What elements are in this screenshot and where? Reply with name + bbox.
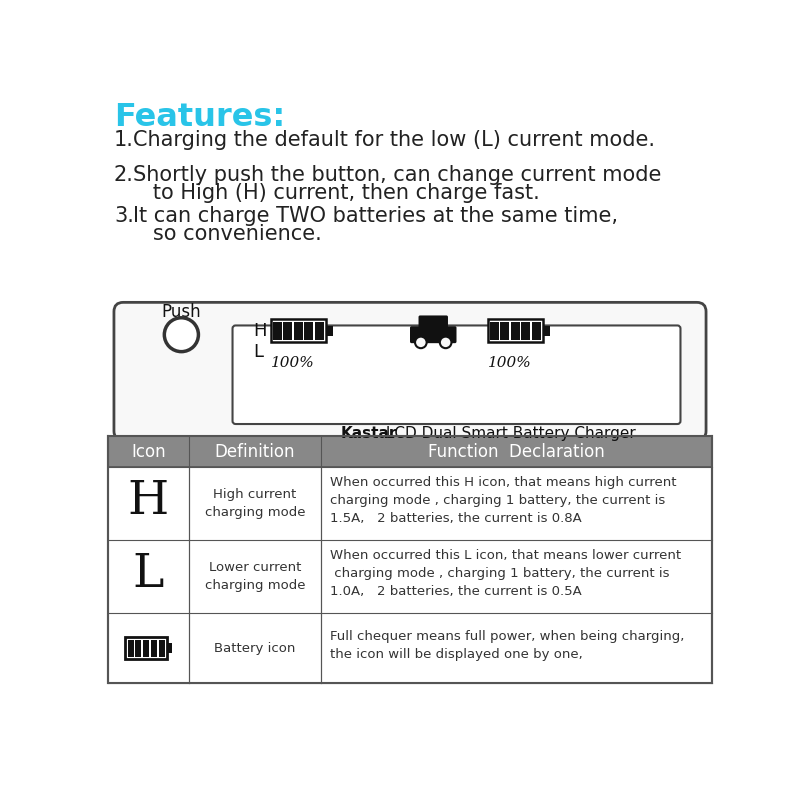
Text: Battery icon: Battery icon bbox=[214, 642, 296, 654]
Bar bbox=[270, 319, 326, 342]
FancyBboxPatch shape bbox=[410, 326, 457, 343]
Text: Features:: Features: bbox=[114, 102, 285, 133]
Bar bbox=[326, 326, 333, 336]
Text: Function  Declaration: Function Declaration bbox=[428, 442, 605, 461]
Bar bbox=[108, 467, 712, 540]
Bar bbox=[167, 643, 172, 653]
Text: Icon: Icon bbox=[131, 442, 166, 461]
Bar bbox=[125, 638, 167, 659]
Bar bbox=[500, 322, 510, 340]
FancyBboxPatch shape bbox=[114, 302, 706, 440]
Circle shape bbox=[415, 337, 426, 348]
Bar bbox=[490, 322, 499, 340]
Text: 3.: 3. bbox=[114, 206, 134, 226]
Text: It can charge TWO batteries at the same time,: It can charge TWO batteries at the same … bbox=[133, 206, 618, 226]
Bar bbox=[305, 322, 314, 340]
Text: 2.: 2. bbox=[114, 166, 134, 186]
Bar bbox=[273, 322, 282, 340]
Text: Push: Push bbox=[162, 302, 201, 321]
Bar bbox=[283, 322, 292, 340]
Bar bbox=[135, 640, 142, 657]
Text: High current
charging mode: High current charging mode bbox=[205, 488, 306, 519]
Bar bbox=[522, 322, 530, 340]
Bar bbox=[294, 322, 303, 340]
Circle shape bbox=[440, 337, 451, 348]
Text: 1.: 1. bbox=[114, 130, 134, 150]
FancyBboxPatch shape bbox=[418, 315, 448, 330]
Bar bbox=[108, 436, 712, 682]
Text: 100%: 100% bbox=[270, 356, 314, 370]
Bar bbox=[150, 640, 157, 657]
Text: L: L bbox=[133, 552, 164, 597]
Text: Kastar: Kastar bbox=[340, 426, 397, 441]
Bar bbox=[543, 326, 550, 336]
Text: L: L bbox=[254, 342, 263, 361]
Bar bbox=[158, 640, 165, 657]
Text: to High (H) current, then charge fast.: to High (H) current, then charge fast. bbox=[133, 183, 539, 203]
Text: LCD Dual Smart Battery Charger: LCD Dual Smart Battery Charger bbox=[381, 426, 635, 441]
Text: Definition: Definition bbox=[214, 442, 295, 461]
Text: H: H bbox=[254, 322, 267, 340]
Text: When occurred this L icon, that means lower current
 charging mode , charging 1 : When occurred this L icon, that means lo… bbox=[330, 550, 682, 598]
Bar bbox=[108, 614, 712, 682]
Text: 100%: 100% bbox=[487, 356, 531, 370]
Bar bbox=[315, 322, 324, 340]
Bar bbox=[143, 640, 150, 657]
Circle shape bbox=[164, 318, 198, 352]
Bar bbox=[108, 436, 712, 467]
Text: so convenience.: so convenience. bbox=[133, 224, 322, 244]
Bar bbox=[108, 540, 712, 614]
Text: Charging the default for the low (L) current mode.: Charging the default for the low (L) cur… bbox=[133, 130, 654, 150]
Bar bbox=[487, 319, 543, 342]
Bar bbox=[127, 640, 134, 657]
Text: When occurred this H icon, that means high current
charging mode , charging 1 ba: When occurred this H icon, that means hi… bbox=[330, 476, 677, 525]
FancyBboxPatch shape bbox=[233, 326, 681, 424]
Text: Shortly push the button, can change current mode: Shortly push the button, can change curr… bbox=[133, 166, 661, 186]
Bar bbox=[511, 322, 520, 340]
Text: H: H bbox=[128, 478, 169, 524]
Bar bbox=[532, 322, 541, 340]
Text: Full chequer means full power, when being charging,
the icon will be displayed o: Full chequer means full power, when bein… bbox=[330, 630, 685, 661]
Text: Lower current
charging mode: Lower current charging mode bbox=[205, 562, 306, 592]
